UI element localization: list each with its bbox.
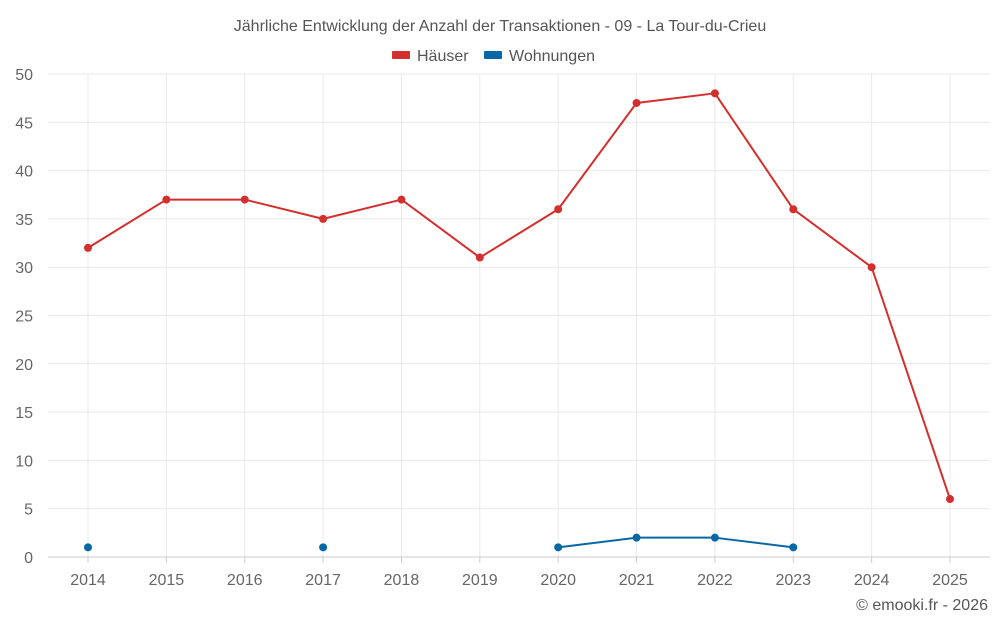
legend-swatch-haeuser [392, 51, 410, 59]
y-tick-label: 0 [24, 550, 33, 567]
legend[interactable]: Häuser Wohnungen [392, 48, 595, 65]
y-tick-label: 25 [15, 309, 33, 326]
y-tick-label: 45 [15, 115, 33, 132]
data-point[interactable] [710, 533, 719, 542]
data-point[interactable] [789, 205, 798, 214]
x-tick-label: 2019 [462, 572, 498, 589]
legend-label-wohnungen: Wohnungen [509, 48, 595, 65]
data-point[interactable] [632, 533, 641, 542]
data-point[interactable] [162, 195, 171, 204]
x-tick-label: 2020 [540, 572, 576, 589]
x-tick-label: 2023 [775, 572, 811, 589]
x-gridlines [87, 74, 951, 563]
data-point[interactable] [475, 253, 484, 262]
x-axis-tick-labels: 2014 2015 2016 2017 2018 2019 2020 2021 2022 2023… [70, 572, 968, 589]
y-tick-label: 40 [15, 164, 33, 181]
x-tick-label: 2015 [149, 572, 185, 589]
y-axis-tick-labels: 0 5 10 15 20 25 30 35 40 45 50 [15, 67, 33, 567]
x-tick-label: 2014 [70, 572, 106, 589]
y-tick-label: 10 [15, 453, 33, 470]
data-point[interactable] [632, 98, 641, 107]
series-line [87, 92, 951, 500]
x-tick-label: 2018 [384, 572, 420, 589]
x-tick-label: 2024 [854, 572, 890, 589]
data-point[interactable] [554, 205, 563, 214]
legend-swatch-wohnungen [484, 51, 502, 59]
series-1 [84, 533, 798, 552]
data-point[interactable] [789, 543, 798, 552]
y-tick-label: 30 [15, 260, 33, 277]
x-tick-label: 2021 [619, 572, 655, 589]
data-point[interactable] [319, 543, 328, 552]
y-tick-label: 50 [15, 67, 33, 84]
x-tick-label: 2022 [697, 572, 733, 589]
data-point[interactable] [319, 214, 328, 223]
data-point[interactable] [84, 543, 92, 552]
legend-label-haeuser: Häuser [417, 48, 469, 65]
series-layer [84, 89, 954, 552]
data-point[interactable] [946, 495, 954, 504]
y-tick-label: 5 [24, 502, 33, 519]
y-gridlines [48, 73, 990, 510]
x-tick-label: 2016 [227, 572, 263, 589]
y-tick-label: 20 [15, 357, 33, 374]
data-point[interactable] [397, 195, 406, 204]
data-point[interactable] [710, 89, 719, 98]
legend-item-haeuser[interactable]: Häuser [392, 48, 469, 65]
y-tick-label: 15 [15, 405, 33, 422]
data-point[interactable] [554, 543, 563, 552]
series-0 [84, 89, 954, 504]
data-point[interactable] [867, 263, 876, 272]
credit-text: © emooki.fr - 2026 [856, 597, 988, 614]
series-line [558, 536, 794, 549]
x-tick-label: 2017 [305, 572, 341, 589]
legend-item-wohnungen[interactable]: Wohnungen [484, 48, 595, 65]
x-tick-label: 2025 [932, 572, 968, 589]
data-point[interactable] [84, 243, 92, 252]
y-tick-label: 35 [15, 212, 33, 229]
chart-title: Jährliche Entwicklung der Anzahl der Tra… [234, 18, 766, 35]
data-point[interactable] [240, 195, 249, 204]
